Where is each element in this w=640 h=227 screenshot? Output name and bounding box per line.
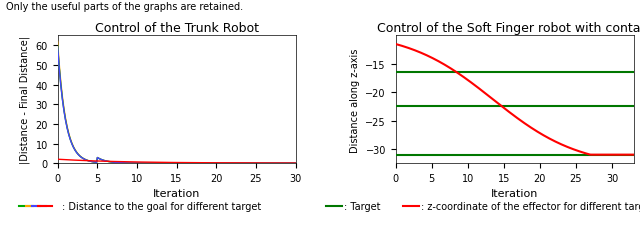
Text: : z-coordinate of the effector for different target: : z-coordinate of the effector for diffe…: [421, 202, 640, 212]
Text: : Distance to the goal for different target: : Distance to the goal for different tar…: [62, 202, 261, 212]
Y-axis label: |Distance - Final Distance|: |Distance - Final Distance|: [19, 36, 30, 164]
Title: Control of the Soft Finger robot with contact: Control of the Soft Finger robot with co…: [377, 22, 640, 35]
Title: Control of the Trunk Robot: Control of the Trunk Robot: [95, 22, 259, 35]
X-axis label: Iteration: Iteration: [491, 189, 538, 199]
Text: Only the useful parts of the graphs are retained.: Only the useful parts of the graphs are …: [6, 2, 244, 12]
Text: : Target: : Target: [344, 202, 381, 212]
Y-axis label: Distance along z-axis: Distance along z-axis: [349, 48, 360, 152]
X-axis label: Iteration: Iteration: [153, 189, 200, 199]
